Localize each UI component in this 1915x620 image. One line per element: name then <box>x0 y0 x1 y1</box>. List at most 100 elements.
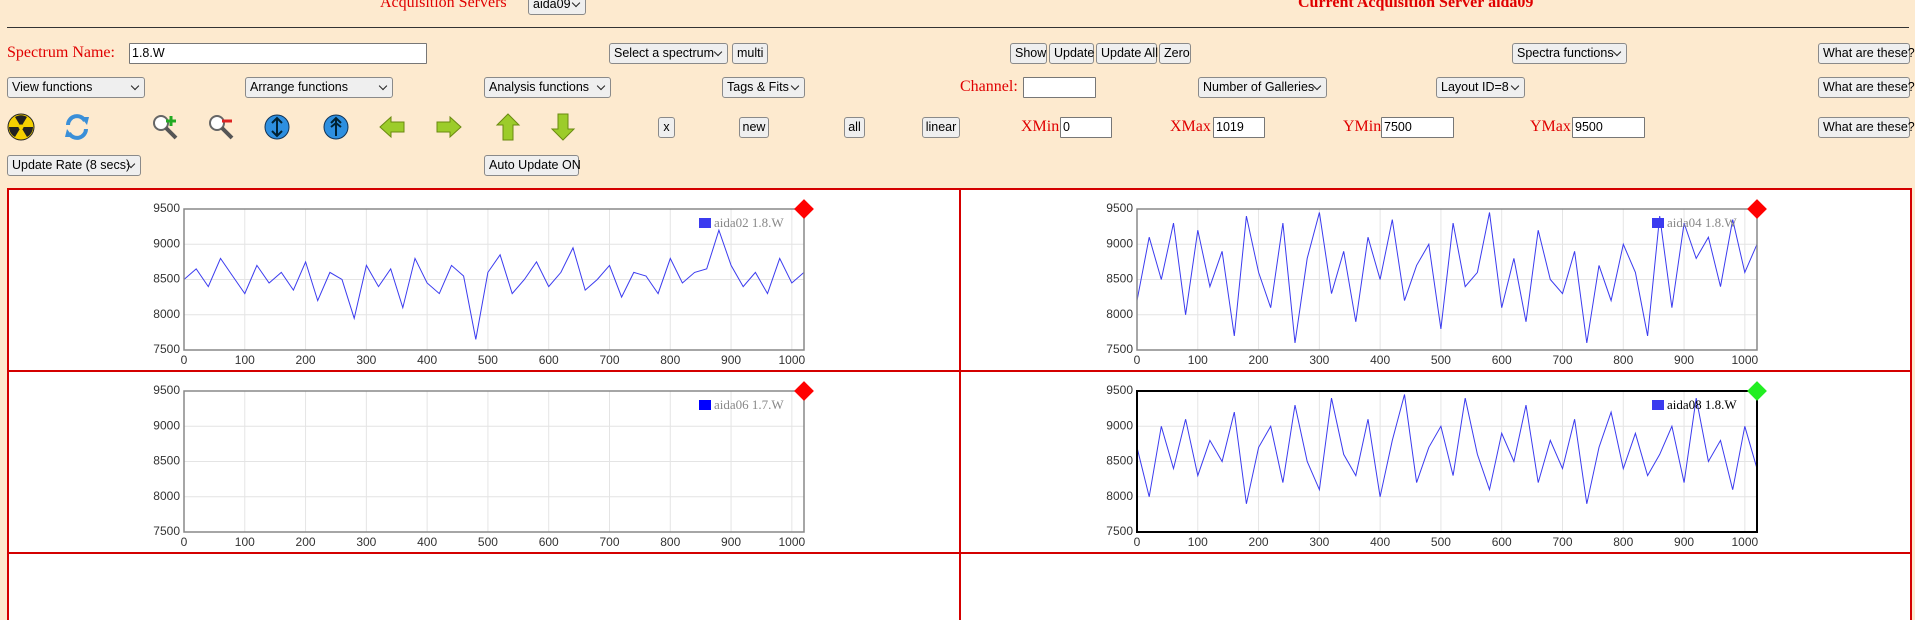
arrange-functions-select[interactable]: Arrange functions <box>245 77 393 98</box>
x-tick-label: 0 <box>181 535 188 549</box>
status-marker <box>1747 199 1767 219</box>
y-tick-label: 9000 <box>153 236 180 250</box>
servers-label: Acquisition Servers <box>380 0 507 11</box>
x-tick-label: 400 <box>417 535 437 549</box>
x-tick-label: 200 <box>296 353 316 367</box>
refresh-icon[interactable] <box>62 112 92 142</box>
update-rate-select[interactable]: Update Rate (8 secs) <box>7 155 141 176</box>
x-tick-label: 500 <box>1431 353 1451 367</box>
channel-label: Channel: <box>960 78 1018 95</box>
x-tick-label: 100 <box>1188 353 1208 367</box>
x-tick-label: 200 <box>296 535 316 549</box>
y-tick-label: 8000 <box>153 307 180 321</box>
layout-select[interactable]: Layout ID=8 <box>1436 77 1525 98</box>
linear-button[interactable]: linear <box>922 117 960 138</box>
legend-swatch <box>699 218 711 228</box>
channel-input[interactable] <box>1023 77 1096 98</box>
radiation-icon[interactable] <box>6 112 36 142</box>
galleries-select[interactable]: Number of Galleries <box>1198 77 1327 98</box>
x-tick-label: 900 <box>1674 353 1694 367</box>
current-server: Current Acquisition Server aida09 <box>1298 0 1534 11</box>
x-tick-label: 800 <box>1613 353 1633 367</box>
series-line <box>184 228 804 340</box>
x-tick-label: 700 <box>1552 353 1572 367</box>
x-button[interactable]: x <box>658 117 675 138</box>
right-icon[interactable] <box>434 112 464 142</box>
spectra-functions-select[interactable]: Spectra functions <box>1512 43 1627 64</box>
gallery-grid <box>7 188 1912 620</box>
spectrum-label: Spectrum Name: <box>7 44 115 61</box>
x-tick-label: 800 <box>660 353 680 367</box>
y-tick-label: 9500 <box>153 383 180 397</box>
new-button[interactable]: new <box>739 117 769 138</box>
plot-frame <box>183 390 805 533</box>
update-all-button[interactable]: Update All <box>1096 43 1158 64</box>
chart: 7500 8000 8500 9000 9500 0 100 200 300 400 500 600 7… <box>1106 199 1767 367</box>
x-tick-label: 0 <box>181 353 188 367</box>
tags-fits-select[interactable]: Tags & Fits <box>722 77 805 98</box>
expand-y-icon[interactable] <box>262 112 292 142</box>
view-functions-select[interactable]: View functions <box>7 77 145 98</box>
zoom-out-icon[interactable] <box>206 112 236 142</box>
left-icon[interactable] <box>377 112 407 142</box>
ymin-label: YMin <box>1343 118 1382 135</box>
chart: 7500 8000 8500 9000 9500 0 100 200 300 400 500 600 7… <box>153 381 814 549</box>
zero-button[interactable]: Zero <box>1159 43 1191 64</box>
spectrum-select[interactable]: Select a spectrum <box>609 43 728 64</box>
y-tick-label: 9500 <box>153 201 180 215</box>
ymax-input[interactable]: 9500 <box>1572 117 1645 138</box>
series-line <box>1137 394 1757 504</box>
help-button[interactable]: What are these? <box>1818 117 1915 138</box>
update-button[interactable]: Update <box>1049 43 1094 64</box>
down-icon[interactable] <box>548 112 578 142</box>
y-tick-label: 8500 <box>1106 454 1133 468</box>
x-tick-label: 600 <box>1492 353 1512 367</box>
x-tick-label: 900 <box>721 353 741 367</box>
legend-swatch <box>699 400 711 410</box>
y-tick-label: 9500 <box>1106 201 1133 215</box>
x-tick-label: 0 <box>1134 353 1141 367</box>
up-icon[interactable] <box>493 112 523 142</box>
x-tick-label: 200 <box>1249 535 1269 549</box>
x-tick-label: 400 <box>1370 353 1390 367</box>
x-tick-label: 1000 <box>778 353 805 367</box>
zoom-in-icon[interactable] <box>150 112 180 142</box>
x-tick-label: 700 <box>599 353 619 367</box>
all-button[interactable]: all <box>844 117 865 138</box>
auto-update-button[interactable]: Auto Update ON <box>484 155 581 176</box>
help-button[interactable]: What are these? <box>1818 77 1915 98</box>
plot-frame <box>183 208 805 351</box>
xmin-input[interactable]: 0 <box>1060 117 1112 138</box>
y-tick-label: 8000 <box>1106 489 1133 503</box>
ymin-input[interactable]: 7500 <box>1381 117 1454 138</box>
y-tick-label: 8500 <box>1106 272 1133 286</box>
y-tick-label: 9000 <box>1106 418 1133 432</box>
x-tick-label: 100 <box>235 353 255 367</box>
legend-label: aida08 1.8.W <box>1667 397 1737 412</box>
xmax-input[interactable]: 1019 <box>1213 117 1265 138</box>
help-button[interactable]: What are these? <box>1818 43 1915 64</box>
y-tick-label: 8500 <box>153 454 180 468</box>
x-tick-label: 1000 <box>778 535 805 549</box>
x-tick-label: 800 <box>660 535 680 549</box>
analysis-functions-select[interactable]: Analysis functions <box>484 77 611 98</box>
legend-label: aida02 1.8.W <box>714 215 784 230</box>
shrink-y-icon[interactable] <box>321 112 351 142</box>
show-button[interactable]: Show <box>1010 43 1047 64</box>
spectrum-input[interactable]: 1.8.W <box>129 43 427 64</box>
server-select[interactable]: aida09 <box>528 0 586 15</box>
x-tick-label: 700 <box>599 535 619 549</box>
x-tick-label: 1000 <box>1731 353 1758 367</box>
x-tick-label: 300 <box>356 535 376 549</box>
y-tick-label: 9000 <box>1106 236 1133 250</box>
x-tick-label: 200 <box>1249 353 1269 367</box>
x-tick-label: 300 <box>1309 535 1329 549</box>
x-tick-label: 0 <box>1134 535 1141 549</box>
status-marker <box>794 381 814 401</box>
legend-swatch <box>1652 218 1664 228</box>
multi-button[interactable]: multi <box>732 43 768 64</box>
y-tick-label: 8000 <box>153 489 180 503</box>
plot-frame <box>1136 390 1758 533</box>
xmax-label: XMax <box>1170 118 1211 135</box>
